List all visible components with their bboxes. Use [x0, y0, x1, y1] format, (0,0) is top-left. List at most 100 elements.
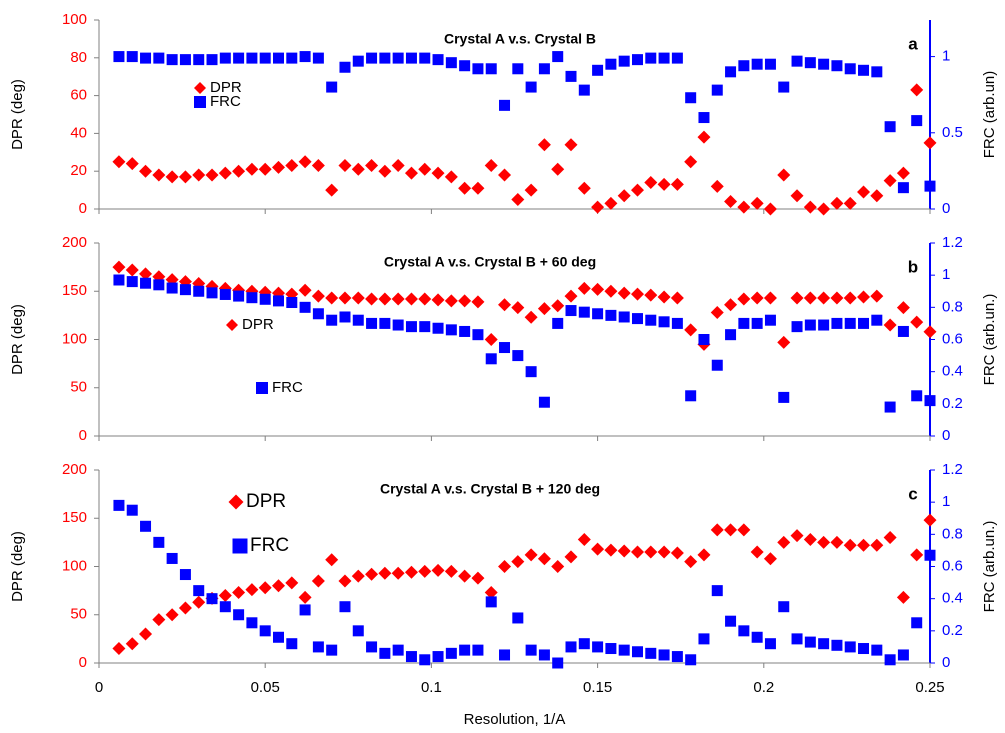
y2-tick-label: 0.5 — [942, 124, 963, 141]
diamond-marker — [830, 196, 844, 210]
y-axis-title: DPR (deg) — [9, 79, 26, 150]
diamond-marker — [524, 548, 538, 562]
square-marker — [246, 292, 258, 304]
diamond-marker — [577, 532, 591, 546]
square-marker — [179, 569, 191, 581]
diamond-marker — [365, 567, 379, 581]
square-marker — [685, 390, 697, 402]
diamond-marker — [404, 565, 418, 579]
diamond-marker — [139, 627, 153, 641]
diamond-marker — [551, 560, 565, 573]
diamond-marker — [564, 289, 578, 303]
diamond-marker — [577, 181, 591, 195]
square-marker — [804, 319, 816, 331]
square-marker — [299, 604, 311, 616]
square-marker — [392, 644, 404, 656]
square-marker — [525, 366, 537, 378]
diamond-marker — [431, 293, 445, 307]
diamond-marker — [604, 196, 618, 210]
square-marker — [818, 58, 830, 70]
diamond-marker — [923, 513, 937, 527]
diamond-marker — [444, 170, 458, 184]
square-marker — [552, 657, 564, 669]
square-marker — [113, 274, 125, 286]
square-marker — [645, 314, 657, 326]
diamond-marker — [630, 545, 644, 559]
diamond-marker — [258, 162, 272, 176]
square-marker — [432, 322, 444, 334]
square-marker — [897, 325, 909, 337]
diamond-marker — [591, 282, 605, 296]
square-marker — [605, 309, 617, 321]
square-marker — [286, 638, 298, 650]
square-marker — [605, 58, 617, 70]
diamond-marker — [896, 166, 910, 180]
diamond-marker — [644, 545, 658, 559]
square-marker — [113, 499, 125, 511]
square-marker — [871, 644, 883, 656]
square-marker — [379, 647, 391, 659]
diamond-marker — [790, 291, 804, 305]
square-marker — [459, 60, 471, 72]
diamond-marker — [245, 583, 259, 597]
diamond-marker — [298, 155, 312, 169]
square-marker — [219, 601, 231, 613]
square-marker — [725, 66, 737, 78]
diamond-marker — [139, 267, 153, 281]
square-marker — [153, 536, 165, 548]
square-marker — [219, 288, 231, 300]
square-marker — [499, 342, 511, 354]
square-marker — [671, 651, 683, 663]
y2-tick-label: 0 — [942, 200, 950, 217]
diamond-marker — [551, 299, 565, 313]
diamond-marker — [843, 196, 857, 210]
square-marker — [166, 54, 178, 66]
square-marker — [698, 112, 710, 124]
diamond-marker — [112, 260, 126, 274]
diamond-marker — [285, 576, 299, 590]
square-marker — [711, 84, 723, 96]
square-marker — [299, 301, 311, 313]
square-marker — [911, 115, 923, 127]
y-tick-label: 200 — [62, 234, 87, 251]
diamond-marker — [883, 174, 897, 188]
diamond-marker — [125, 157, 139, 171]
diamond-marker — [857, 538, 871, 552]
diamond-marker — [218, 588, 232, 602]
diamond-marker — [817, 202, 831, 216]
diamond-marker — [591, 200, 605, 214]
diamond-marker — [710, 179, 724, 193]
diamond-marker — [232, 586, 246, 600]
diamond-marker — [657, 290, 671, 304]
y-tick-label: 0 — [79, 200, 87, 217]
square-marker — [831, 639, 843, 651]
diamond-marker — [125, 637, 139, 651]
square-marker — [871, 314, 883, 326]
diamond-marker — [271, 579, 285, 593]
y-tick-label: 150 — [62, 509, 87, 526]
square-marker — [445, 57, 457, 69]
diamond-marker — [883, 531, 897, 545]
diamond-marker — [724, 298, 738, 312]
square-marker — [924, 549, 936, 561]
square-marker — [791, 55, 803, 67]
square-marker — [233, 609, 245, 621]
square-marker — [738, 625, 750, 637]
square-marker — [326, 644, 338, 656]
square-marker — [206, 287, 218, 299]
diamond-marker — [870, 189, 884, 203]
square-marker — [206, 593, 218, 605]
diamond-marker — [325, 553, 339, 567]
diamond-marker — [498, 298, 512, 312]
diamond-marker — [724, 523, 738, 537]
square-marker — [911, 390, 923, 402]
diamond-marker — [830, 291, 844, 305]
square-marker — [552, 317, 564, 329]
square-marker — [831, 60, 843, 72]
diamond-marker — [803, 291, 817, 305]
square-marker — [538, 396, 550, 408]
y-tick-label: 50 — [70, 606, 87, 623]
y-tick-label: 0 — [79, 427, 87, 444]
square-marker — [126, 504, 138, 516]
